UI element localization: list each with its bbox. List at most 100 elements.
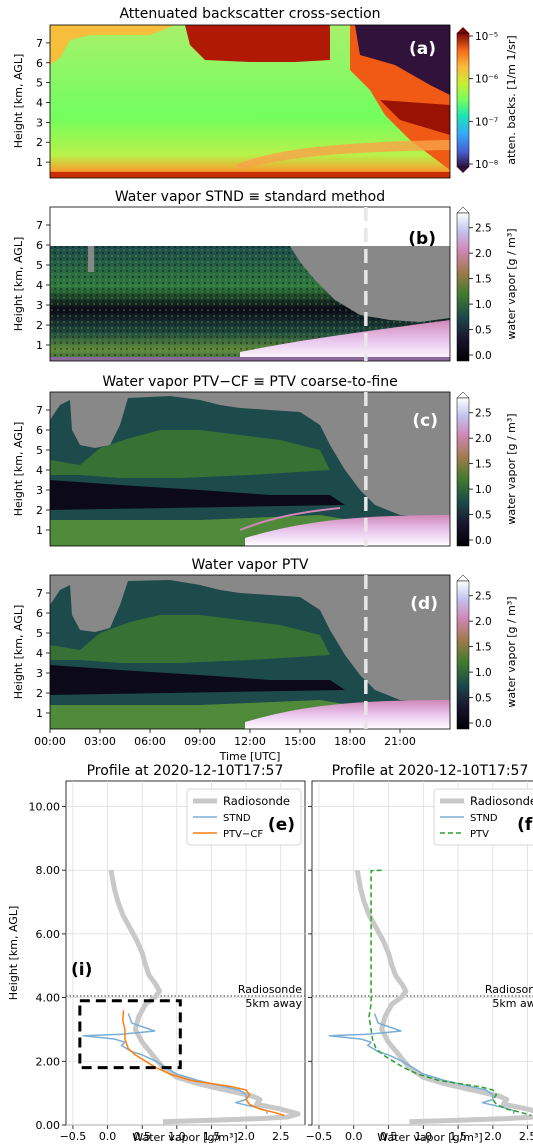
- colorbar-tick-label: 0.5: [475, 693, 492, 705]
- legend-label: Radiosonde: [223, 794, 290, 808]
- colorbar-tick-label: 2.5: [475, 408, 492, 420]
- panel-b-letter: (b): [408, 229, 436, 249]
- legend-label: PTV−CF: [223, 829, 263, 840]
- x-tick-label: 0.5: [380, 1130, 398, 1143]
- x-tick-label: 18:00: [334, 735, 366, 748]
- colorbar-tick-label: 1.5: [475, 642, 492, 654]
- colorbar-tick-label: 0.5: [475, 325, 492, 337]
- y-tick-label: 7: [36, 37, 43, 50]
- panel-b-y-axis: 1 2 3 4 5 6 7: [36, 219, 50, 352]
- panel-e-letter: (e): [268, 815, 295, 835]
- panel-b: Water vapor STND ≡ standard method 1 2 3 4 5…: [12, 189, 518, 362]
- y-tick-label: 7: [36, 219, 43, 232]
- y-tick-label: 6: [36, 57, 43, 70]
- x-tick-label: 21:00: [384, 735, 416, 748]
- x-tick-label: 2.5: [519, 1130, 533, 1143]
- y-tick-label: 6: [36, 607, 43, 620]
- y-tick-label: 1: [36, 156, 43, 169]
- panel-a-ylabel: Height [km, AGL]: [12, 54, 25, 149]
- y-tick-label: 2: [36, 319, 43, 332]
- panel-f-title: Profile at 2020-12-10T17:57: [332, 763, 529, 779]
- series-line-2: [368, 869, 532, 1117]
- y-tick-label: 3: [36, 484, 43, 497]
- panel-a-frame: [49, 24, 451, 179]
- panel-f: Profile at 2020-12-10T17:57 −0.5 0.0 0.5 1.…: [306, 763, 533, 1144]
- colorbar-tick-label: 10⁻⁶: [475, 74, 498, 86]
- x-tick-label: 00:00: [34, 735, 66, 748]
- x-tick-label: 03:00: [84, 735, 116, 748]
- colorbar-tick-label: 2.0: [475, 433, 492, 445]
- y-tick-label: 3: [36, 116, 43, 129]
- x-tick-label: 12:00: [234, 735, 266, 748]
- x-tick-label: 1.0: [415, 1130, 433, 1143]
- panel-e-plot: −0.5 0.0 0.5 1.0 1.5 2.0 2.5 0.00 2.00 4.00 6.00 8.…: [29, 781, 305, 1143]
- y-tick-label: 1: [36, 524, 43, 537]
- y-tick-label: 2.00: [36, 1055, 61, 1068]
- colorbar-tick-label: 1.0: [475, 484, 492, 496]
- reference-label: Radiosonde: [485, 983, 533, 996]
- colorbar-tick-label: 1.5: [475, 274, 492, 286]
- y-tick-label: 0.00: [36, 1119, 61, 1132]
- y-tick-label: 3: [36, 667, 43, 680]
- panel-d-title: Water vapor PTV: [192, 557, 309, 573]
- series-line-1: [328, 1013, 515, 1114]
- panel-c-y-axis: 1 2 3 4 5 6 7: [36, 404, 50, 537]
- panel-f-letter: (f): [517, 815, 533, 835]
- y-tick-label: 6: [36, 424, 43, 437]
- x-tick-label: 2.5: [272, 1130, 290, 1143]
- x-tick-label: 0.0: [345, 1130, 363, 1143]
- y-tick-label: 8.00: [36, 864, 61, 877]
- y-tick-label: 4: [36, 647, 43, 660]
- panel-a-colorbar-label: atten. backs. [1/m 1/sr]: [505, 35, 518, 164]
- series-line-0: [354, 869, 533, 1125]
- reference-label: 5km away: [492, 997, 533, 1010]
- colorbar-tick-label: 2.0: [475, 248, 492, 260]
- panel-d-x-axis: 00:00 03:00 06:00 09:00 12:00 15:00 18:00 21:00: [34, 729, 416, 748]
- reference-label: Radiosonde: [238, 983, 302, 996]
- panel-c-title: Water vapor PTV−CF ≡ PTV coarse-to-fine: [102, 374, 397, 390]
- panel-b-heatmap: [50, 207, 450, 361]
- colorbar-tick-label: 10⁻⁸: [475, 159, 498, 171]
- panel-a-y-axis: 1 2 3 4 5 6 7: [36, 37, 50, 169]
- panel-d-letter: (d): [410, 594, 438, 614]
- panel-i-letter: (i): [71, 960, 92, 980]
- panel-a-title: Attenuated backscatter cross-section: [119, 6, 380, 22]
- panel-b-ylabel: Height [km, AGL]: [12, 237, 25, 332]
- x-tick-label: 2.0: [237, 1130, 255, 1143]
- legend-label: STND: [470, 813, 498, 824]
- y-tick-label: 3: [36, 299, 43, 312]
- panel-f-xlabel: Water vapor [g/m³]: [377, 1131, 482, 1144]
- colorbar-tick-label: 0.0: [475, 535, 492, 547]
- panel-d-colorbar-label: water vapor [g / m³]: [505, 596, 518, 707]
- x-tick-label: 1.5: [449, 1130, 467, 1143]
- y-tick-label: 10.00: [29, 800, 61, 813]
- panel-e-title: Profile at 2020-12-10T17:57: [87, 763, 284, 779]
- panel-d-ylabel: Height [km, AGL]: [12, 605, 25, 700]
- legend-label: PTV: [470, 829, 489, 840]
- panel-c-heatmap: [50, 392, 450, 546]
- colorbar-tick-label: 2.5: [475, 591, 492, 603]
- y-tick-label: 4: [36, 96, 43, 109]
- panel-c-colorbar: 2.5 2.0 1.5 1.0 0.5 0.0 water vapor [g / m³]: [456, 391, 518, 547]
- panel-d-y-axis: 1 2 3 4 5 6 7: [36, 587, 50, 720]
- panel-a-colorbar: 10⁻⁵ 10⁻⁶ 10⁻⁷ 10⁻⁸ atten. backs. [1/m 1/sr…: [456, 27, 518, 173]
- panel-c-ylabel: Height [km, AGL]: [12, 422, 25, 517]
- y-tick-label: 5: [36, 77, 43, 90]
- panel-b-colorbar-label: water vapor [g / m³]: [505, 228, 518, 339]
- legend-label: STND: [223, 813, 251, 824]
- y-tick-label: 7: [36, 404, 43, 417]
- panel-e-xlabel: Water vapor [g/m³]: [132, 1131, 237, 1144]
- y-tick-label: 5: [36, 627, 43, 640]
- panel-b-title: Water vapor STND ≡ standard method: [115, 189, 385, 205]
- x-tick-label: 15:00: [284, 735, 316, 748]
- y-tick-label: 4.00: [36, 992, 61, 1005]
- series-line-2: [122, 1010, 285, 1117]
- colorbar-tick-label: 1.5: [475, 459, 492, 471]
- panel-c: Water vapor PTV−CF ≡ PTV coarse-to-fine …: [12, 374, 518, 547]
- panel-d-heatmap: [50, 575, 450, 729]
- y-tick-label: 6.00: [36, 928, 61, 941]
- x-tick-label: 06:00: [134, 735, 166, 748]
- panel-d-xlabel: Time [UTC]: [219, 750, 281, 763]
- panel-a: Attenuated backscatter cross-section 1 2 3…: [12, 6, 518, 179]
